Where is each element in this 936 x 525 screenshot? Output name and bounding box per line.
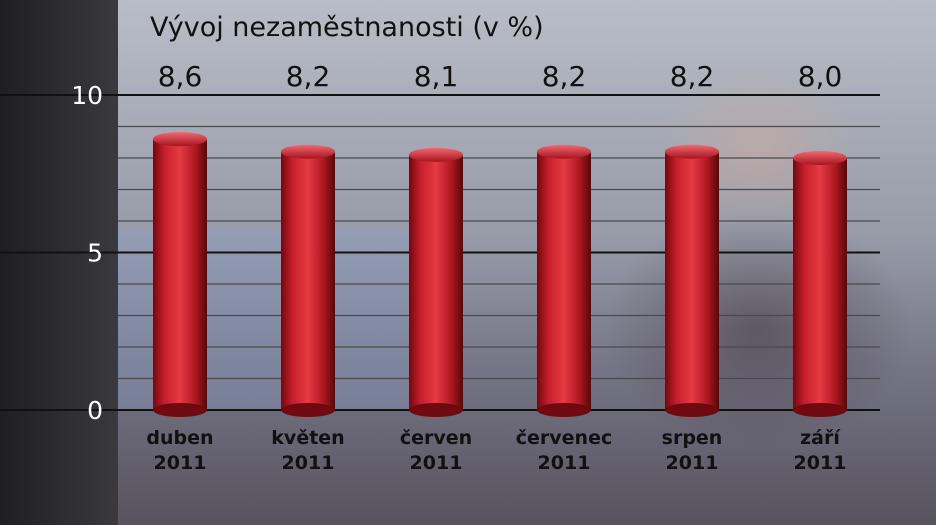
value-labels: 8,6 8,2 8,1 8,2 8,2 8,0 [158,60,843,93]
x-label-month: červenec [516,427,612,449]
value-label: 8,1 [414,60,459,93]
value-label: 8,6 [158,60,203,93]
bar-body [153,139,207,410]
bar-base [665,403,719,417]
chart-title: Vývoj nezaměstnanosti (v %) [150,12,544,43]
y-tick-label: 5 [87,239,103,268]
x-axis-labels: duben 2011 květen 2011 červen 2011 červenec 201… [146,427,846,474]
bar-body [281,151,335,410]
y-axis-ticks: 0 5 10 [71,81,103,425]
x-label-year: 2011 [538,452,591,474]
bar-body [409,154,463,410]
bar-cap [793,151,847,165]
bar [793,151,847,417]
bar-cap [537,144,591,159]
x-label-year: 2011 [410,452,463,474]
value-label: 8,2 [542,60,587,93]
value-label: 8,2 [286,60,331,93]
x-label-month: červen [400,427,472,449]
bar-cap [281,144,335,159]
bar-base [409,403,463,417]
bar-base [793,403,847,417]
bar-body [537,151,591,410]
bar-base [281,403,335,417]
value-label: 8,2 [670,60,715,93]
bar [153,132,207,417]
x-label-year: 2011 [666,452,719,474]
background-left-panel [0,0,118,525]
y-tick-label: 10 [71,81,103,110]
x-label-year: 2011 [794,452,847,474]
bars [153,132,847,417]
x-label-month: srpen [662,427,723,449]
x-label-year: 2011 [154,452,207,474]
bar [281,144,335,417]
x-label-month: září [800,427,841,449]
x-label-month: duben [146,427,213,449]
bar-cap [153,132,207,147]
bar-base [537,403,591,417]
bar [409,147,463,417]
bar [537,144,591,417]
bar-body [665,151,719,410]
bar-cap [409,147,463,162]
gridlines [0,94,880,411]
x-label-month: květen [271,427,344,449]
x-label-year: 2011 [282,452,335,474]
bar-base [153,403,207,417]
bar-body [793,158,847,410]
y-tick-label: 0 [87,396,103,425]
bar [665,144,719,417]
bar-cap [665,144,719,159]
value-label: 8,0 [798,60,843,93]
